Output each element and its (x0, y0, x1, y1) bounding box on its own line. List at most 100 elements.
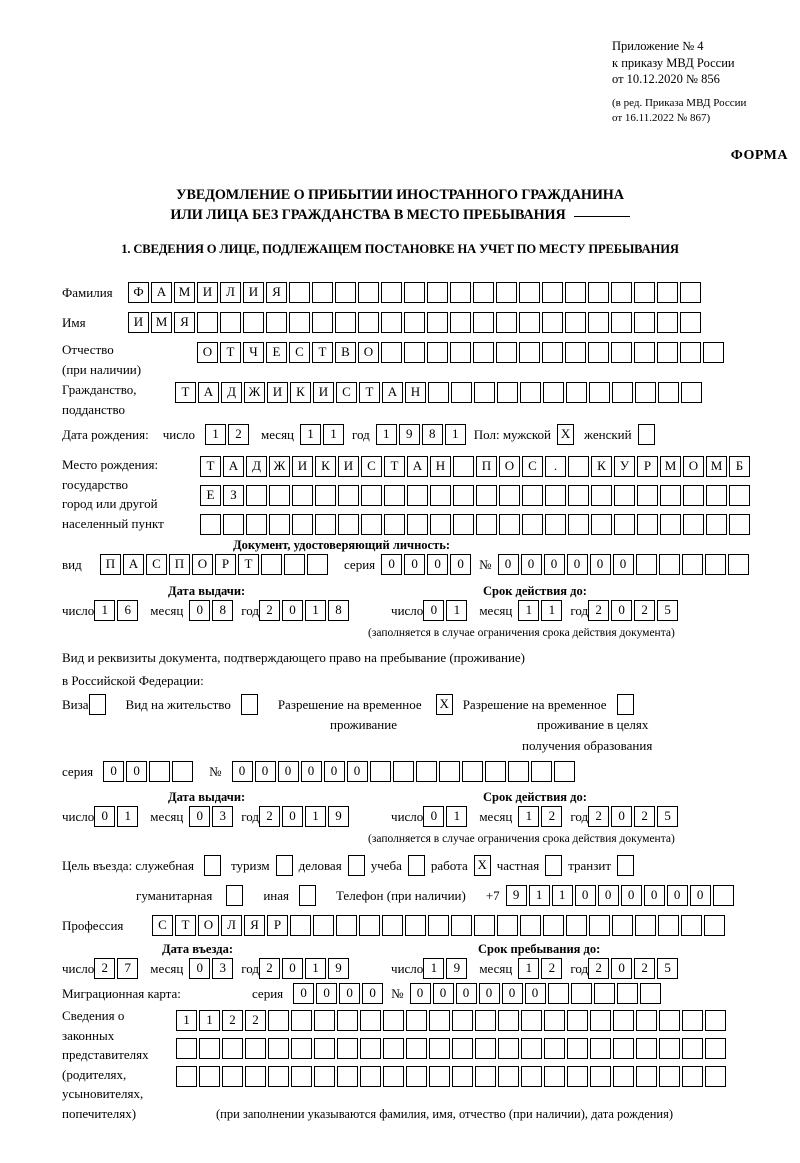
char-cell[interactable]: 0 (189, 600, 211, 621)
char-cell[interactable]: Т (312, 342, 333, 363)
char-cell[interactable] (384, 514, 405, 535)
char-cell[interactable] (499, 514, 520, 535)
char-cell[interactable] (406, 1038, 427, 1059)
char-cell[interactable] (383, 1066, 404, 1087)
char-cell[interactable] (313, 915, 334, 936)
char-cell[interactable] (172, 761, 194, 782)
char-cell[interactable]: 0 (126, 761, 148, 782)
char-cell[interactable]: А (198, 382, 219, 403)
char-cell[interactable] (544, 1038, 565, 1059)
char-cell[interactable] (199, 1038, 220, 1059)
char-cell[interactable] (637, 514, 658, 535)
char-cell[interactable] (682, 1038, 703, 1059)
char-cell[interactable] (588, 282, 609, 303)
char-cell[interactable]: 0 (611, 958, 633, 979)
char-cell[interactable]: З (223, 485, 244, 506)
char-cell[interactable] (705, 1038, 726, 1059)
char-cell[interactable] (246, 514, 267, 535)
char-cell[interactable]: В (335, 342, 356, 363)
char-cell[interactable] (566, 382, 587, 403)
char-cell[interactable] (614, 514, 635, 535)
char-cell[interactable]: 1 (204, 424, 226, 445)
char-cell[interactable]: 0 (293, 983, 315, 1004)
char-cell[interactable]: 1 (518, 958, 540, 979)
char-cell[interactable]: 1 (423, 958, 445, 979)
char-cell[interactable] (545, 485, 566, 506)
char-cell[interactable] (335, 312, 356, 333)
char-cell[interactable] (705, 1066, 726, 1087)
char-cell[interactable]: 1 (446, 806, 468, 827)
char-cell[interactable] (547, 983, 569, 1004)
char-cell[interactable]: 7 (117, 958, 139, 979)
char-cell[interactable] (427, 342, 448, 363)
char-cell[interactable] (657, 342, 678, 363)
char-cell[interactable]: 0 (455, 983, 477, 1004)
char-cell[interactable] (565, 282, 586, 303)
char-cell[interactable] (567, 1010, 588, 1031)
purpose-study-checkbox[interactable] (407, 855, 425, 876)
char-cell[interactable] (635, 382, 656, 403)
char-cell[interactable]: С (336, 382, 357, 403)
char-cell[interactable]: Е (200, 485, 221, 506)
char-cell[interactable]: 0 (432, 983, 454, 1004)
char-cell[interactable]: 1 (375, 424, 397, 445)
char-cell[interactable] (565, 342, 586, 363)
char-cell[interactable]: 0 (611, 806, 633, 827)
char-cell[interactable] (369, 761, 391, 782)
char-cell[interactable]: О (192, 554, 213, 575)
char-cell[interactable]: М (151, 312, 172, 333)
char-cell[interactable]: 1 (518, 600, 540, 621)
char-cell[interactable] (729, 514, 750, 535)
char-cell[interactable]: 5 (657, 600, 679, 621)
char-cell[interactable]: 0 (566, 554, 588, 575)
char-cell[interactable] (451, 382, 472, 403)
char-cell[interactable] (291, 1010, 312, 1031)
char-cell[interactable] (336, 915, 357, 936)
purpose-transit-checkbox[interactable] (617, 855, 635, 876)
char-cell[interactable] (705, 1010, 726, 1031)
char-cell[interactable]: 1 (528, 885, 550, 906)
char-cell[interactable] (450, 312, 471, 333)
char-cell[interactable]: 0 (478, 983, 500, 1004)
char-cell[interactable] (660, 514, 681, 535)
char-cell[interactable] (453, 514, 474, 535)
char-cell[interactable]: 0 (589, 554, 611, 575)
char-cell[interactable] (659, 1038, 680, 1059)
char-cell[interactable]: А (382, 382, 403, 403)
char-cell[interactable] (593, 983, 615, 1004)
char-cell[interactable] (430, 485, 451, 506)
char-cell[interactable] (683, 514, 704, 535)
char-cell[interactable] (542, 282, 563, 303)
char-cell[interactable]: О (358, 342, 379, 363)
char-cell[interactable] (427, 312, 448, 333)
char-cell[interactable]: 0 (611, 600, 633, 621)
char-cell[interactable]: О (198, 915, 219, 936)
char-cell[interactable] (473, 282, 494, 303)
char-cell[interactable]: 8 (212, 600, 234, 621)
char-cell[interactable]: 1 (551, 885, 573, 906)
char-cell[interactable]: 0 (282, 600, 304, 621)
char-cell[interactable] (450, 342, 471, 363)
char-cell[interactable] (475, 1066, 496, 1087)
char-cell[interactable]: С (522, 456, 543, 477)
char-cell[interactable] (291, 1066, 312, 1087)
char-cell[interactable] (682, 1066, 703, 1087)
char-cell[interactable]: Р (267, 915, 288, 936)
char-cell[interactable]: 8 (328, 600, 350, 621)
char-cell[interactable] (590, 1066, 611, 1087)
permit-temp-checkbox[interactable]: Х (435, 694, 453, 715)
char-cell[interactable] (197, 312, 218, 333)
char-cell[interactable]: 0 (666, 885, 688, 906)
